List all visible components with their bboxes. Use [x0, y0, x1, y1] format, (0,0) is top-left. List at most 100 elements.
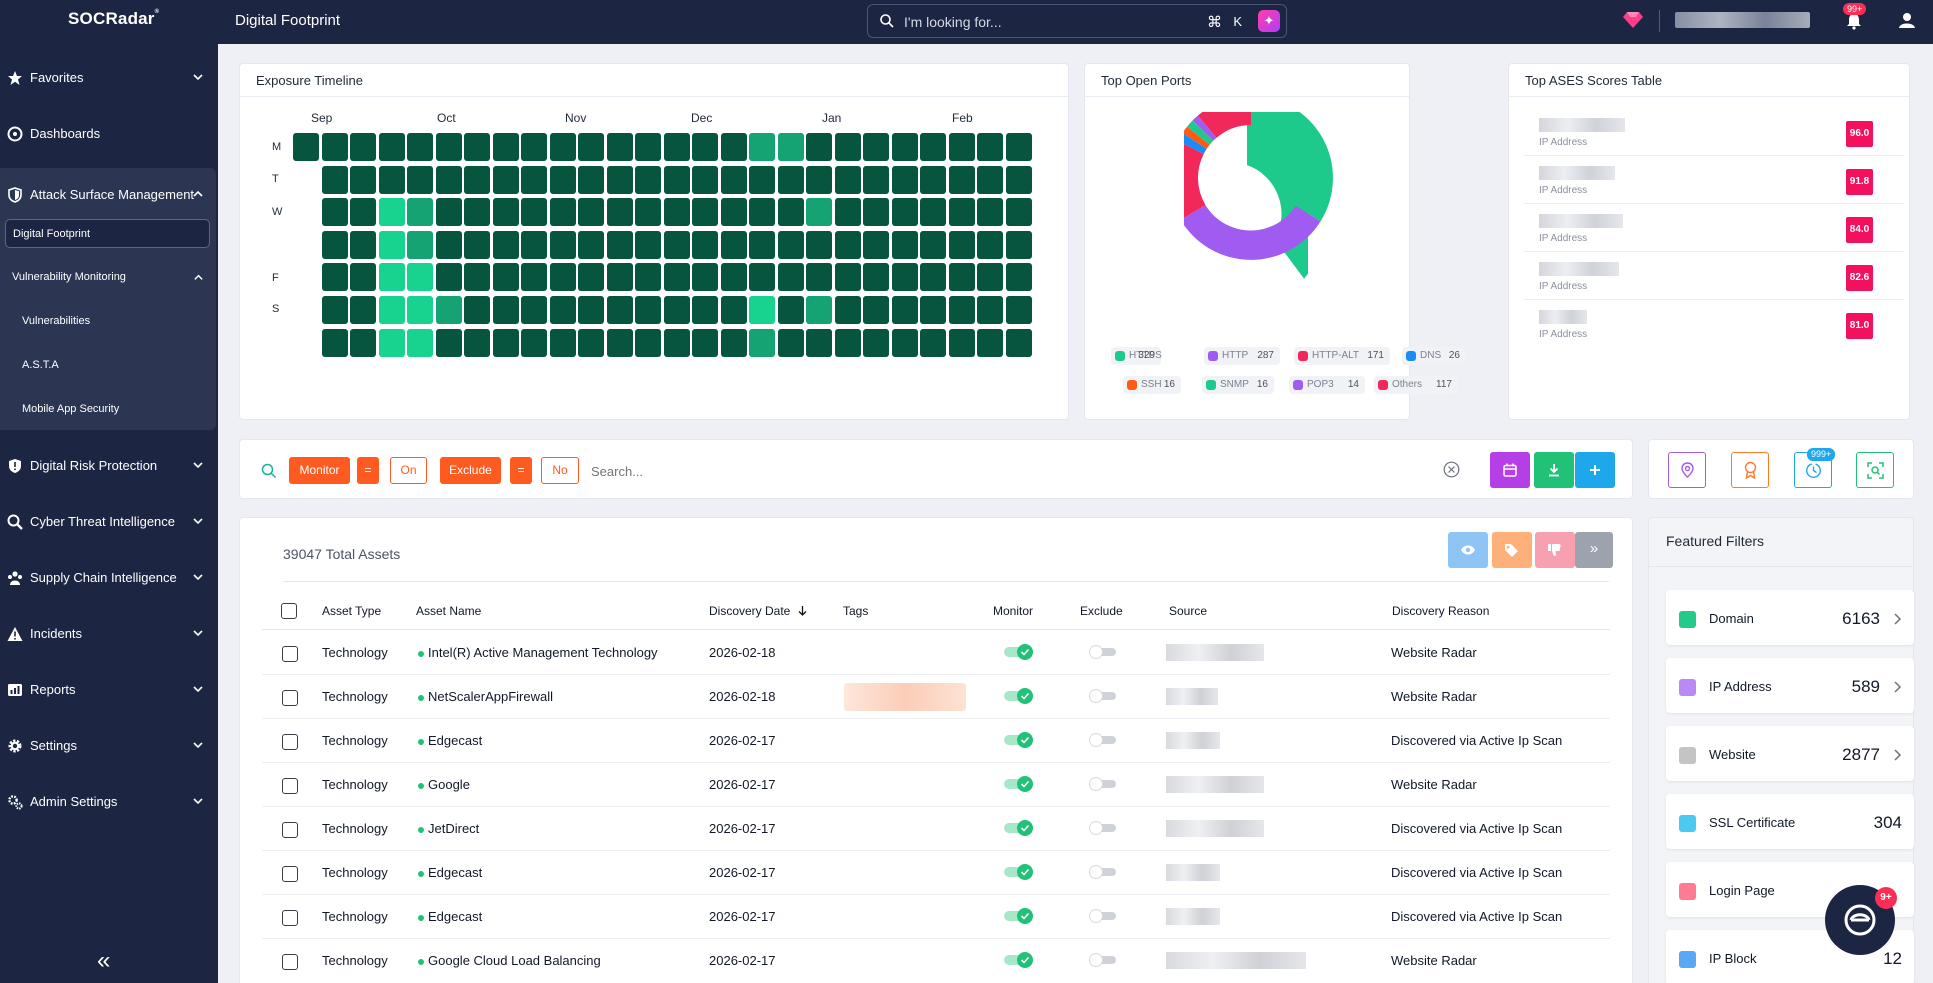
heatmap-cell[interactable]: [378, 198, 405, 227]
heatmap-cell[interactable]: [549, 230, 576, 259]
exclude-toggle-off[interactable]: [1088, 909, 1118, 923]
heatmap-cell[interactable]: [350, 296, 376, 324]
heatmap-cell[interactable]: [1005, 165, 1032, 194]
heatmap-cell[interactable]: [806, 133, 832, 161]
heatmap-cell[interactable]: [806, 230, 832, 259]
heatmap-cell[interactable]: [977, 328, 1003, 357]
select-all-checkbox[interactable]: [281, 603, 297, 619]
heatmap-cell[interactable]: [435, 198, 462, 227]
heatmap-cell[interactable]: [863, 198, 889, 227]
ases-row[interactable]: IP Address 96.0: [1524, 108, 1904, 156]
heatmap-cell[interactable]: [549, 263, 576, 292]
heatmap-cell[interactable]: [321, 198, 348, 227]
heatmap-cell[interactable]: [635, 263, 661, 292]
user-name-redacted[interactable]: [1675, 12, 1810, 28]
sort-desc-icon[interactable]: [798, 606, 807, 616]
heatmap-cell[interactable]: [692, 230, 718, 259]
exclude-toggle-off[interactable]: [1088, 821, 1118, 835]
heatmap-cell[interactable]: [549, 328, 576, 357]
heatmap-cell[interactable]: [920, 133, 946, 161]
heatmap-cell[interactable]: [663, 165, 690, 194]
heatmap-cell[interactable]: [606, 165, 633, 194]
heatmap-cell[interactable]: [834, 133, 861, 161]
heatmap-cell[interactable]: [777, 133, 804, 161]
monitor-toggle-on[interactable]: [1004, 908, 1034, 924]
heatmap-cell[interactable]: [692, 165, 718, 194]
ai-sparkle-button[interactable]: ✦: [1258, 10, 1280, 32]
heatmap-cell[interactable]: [863, 328, 889, 357]
heatmap-cell[interactable]: [920, 328, 946, 357]
filter-value-on[interactable]: On: [390, 457, 427, 484]
row-checkbox[interactable]: [282, 954, 298, 970]
row-checkbox[interactable]: [282, 778, 298, 794]
legend-item-https[interactable]: HTTPS 329: [1111, 347, 1162, 365]
exclude-toggle-off[interactable]: [1088, 865, 1118, 879]
column-header-asset-type[interactable]: Asset Type: [322, 604, 382, 618]
table-row[interactable]: Technology Edgecast 2026-02-17 Discovere…: [262, 719, 1610, 763]
heatmap-cell[interactable]: [549, 165, 576, 194]
heatmap-cell[interactable]: [806, 165, 832, 194]
sidebar-subitem-vulnerability-monitoring[interactable]: Vulnerability Monitoring: [12, 271, 126, 283]
heatmap-cell[interactable]: [1005, 198, 1032, 227]
asset-name-link[interactable]: Edgecast: [418, 865, 482, 880]
heatmap-cell[interactable]: [606, 198, 633, 227]
heatmap-cell[interactable]: [321, 263, 348, 292]
table-row[interactable]: Technology Edgecast 2026-02-17 Discovere…: [262, 851, 1610, 895]
heatmap-cell[interactable]: [749, 263, 775, 292]
row-checkbox[interactable]: [282, 822, 298, 838]
heatmap-cell[interactable]: [948, 296, 975, 324]
heatmap-cell[interactable]: [834, 328, 861, 357]
heatmap-cell[interactable]: [378, 165, 405, 194]
column-header-discovery-date[interactable]: Discovery Date: [709, 604, 791, 618]
tag-button[interactable]: [1492, 532, 1532, 568]
row-checkbox[interactable]: [282, 910, 298, 926]
add-asset-button[interactable]: [1575, 452, 1615, 488]
heatmap-cell[interactable]: [663, 263, 690, 292]
heatmap-cell[interactable]: [749, 198, 775, 227]
heatmap-cell[interactable]: [492, 133, 519, 161]
heatmap-cell[interactable]: [350, 198, 376, 227]
heatmap-cell[interactable]: [920, 296, 946, 324]
heatmap-cell[interactable]: [549, 296, 576, 324]
asset-name-link[interactable]: Intel(R) Active Management Technology: [418, 645, 658, 660]
heatmap-cell[interactable]: [321, 328, 348, 357]
heatmap-cell[interactable]: [578, 296, 604, 324]
heatmap-cell[interactable]: [521, 263, 547, 292]
dislike-button[interactable]: [1535, 532, 1575, 568]
exclude-toggle-off[interactable]: [1088, 689, 1118, 703]
row-checkbox[interactable]: [282, 690, 298, 706]
heatmap-cell[interactable]: [948, 263, 975, 292]
monitor-toggle-on[interactable]: [1004, 644, 1034, 660]
featured-filter-ssl-certificate[interactable]: SSL Certificate 304: [1666, 794, 1914, 849]
monitor-toggle-on[interactable]: [1004, 864, 1034, 880]
heatmap-cell[interactable]: [378, 230, 405, 259]
column-header-source[interactable]: Source: [1169, 604, 1208, 618]
heatmap-cell[interactable]: [806, 263, 832, 292]
heatmap-cell[interactable]: [977, 133, 1003, 161]
heatmap-cell[interactable]: [635, 328, 661, 357]
sidebar-item-admin-settings[interactable]: Admin Settings: [0, 781, 218, 821]
heatmap-cell[interactable]: [692, 296, 718, 324]
legend-item-others[interactable]: Others 117: [1374, 376, 1458, 394]
exclude-toggle-off[interactable]: [1088, 733, 1118, 747]
heatmap-cell[interactable]: [635, 165, 661, 194]
heatmap-cell[interactable]: [606, 263, 633, 292]
heatmap-cell[interactable]: [891, 296, 918, 324]
ases-row[interactable]: IP Address 91.8: [1524, 156, 1904, 204]
heatmap-cell[interactable]: [378, 263, 405, 292]
heatmap-cell[interactable]: [948, 230, 975, 259]
sidebar-subitem-digital-footprint[interactable]: Digital Footprint: [5, 219, 210, 248]
heatmap-cell[interactable]: [1005, 133, 1032, 161]
ases-row[interactable]: IP Address 81.0: [1524, 300, 1904, 348]
heatmap-cell[interactable]: [578, 328, 604, 357]
legend-item-http[interactable]: HTTP 287: [1204, 347, 1280, 365]
sidebar-item-digital-risk-protection[interactable]: Digital Risk Protection: [0, 445, 218, 485]
heatmap-cell[interactable]: [1005, 230, 1032, 259]
heatmap-cell[interactable]: [777, 263, 804, 292]
bell-icon[interactable]: [1845, 12, 1863, 30]
asset-search-input[interactable]: [591, 461, 1411, 481]
heatmap-cell[interactable]: [720, 328, 747, 357]
column-header-monitor[interactable]: Monitor: [993, 604, 1034, 618]
heatmap-cell[interactable]: [521, 165, 547, 194]
heatmap-cell[interactable]: [863, 230, 889, 259]
